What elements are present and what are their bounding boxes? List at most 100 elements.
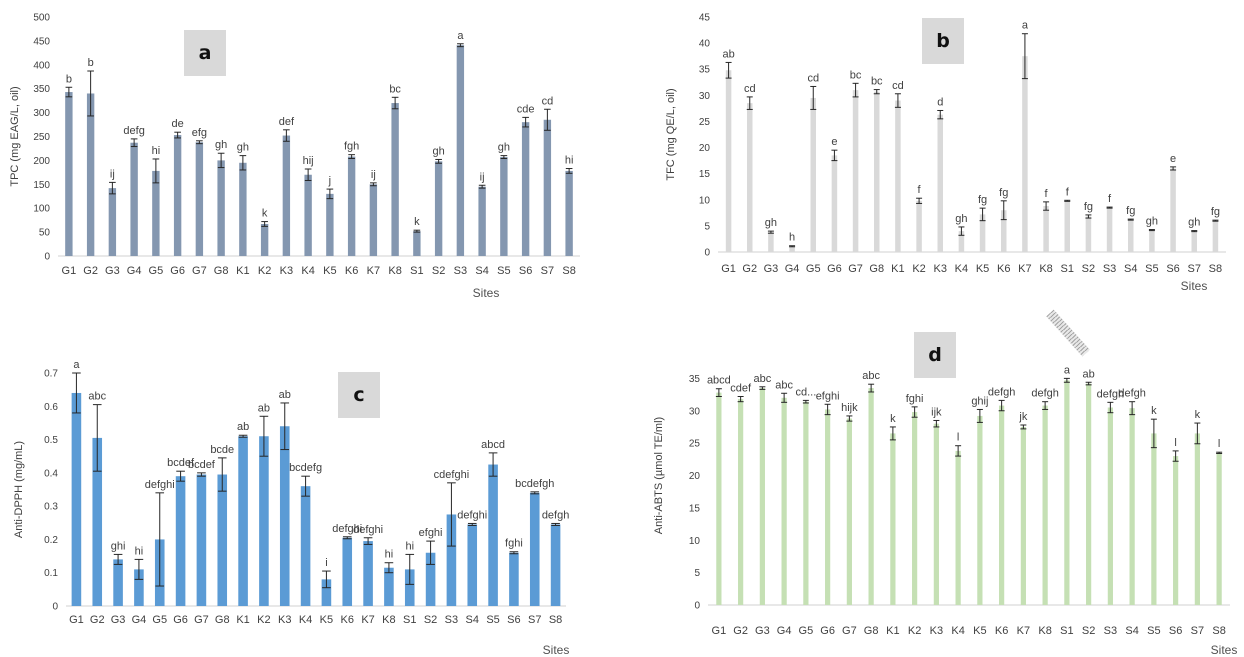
significance-letter-d-G8: abc [862,370,880,382]
significance-letter-c-K4: bcdefg [289,462,322,474]
y-axis-label-b: TFC (mg QE/L, oil) [665,88,677,180]
bar-c-G4 [134,569,144,606]
y-tick-label-b-0: 0 [704,248,710,259]
y-tick-label-c-5: 0.5 [44,435,58,446]
y-tick-label-b-5: 25 [699,117,711,128]
x-tick-label-b-K3: K3 [934,263,947,275]
x-tick-label-d-G8: G8 [864,625,879,637]
bar-d-S8 [1216,452,1222,605]
significance-letter-a-S7: cd [542,95,554,107]
y-tick-label-d-2: 10 [689,536,701,547]
y-tick-label-c-0: 0 [52,602,58,613]
significance-letter-d-K5: ghij [971,395,988,407]
x-tick-label-b-S8: S8 [1209,263,1222,275]
significance-letter-d-K4: l [957,432,959,444]
significance-letter-d-K3: ijk [931,406,942,418]
x-tick-label-d-G1: G1 [712,625,727,637]
y-tick-label-c-3: 0.3 [44,502,58,513]
y-tick-label-d-0: 0 [694,601,700,612]
significance-letter-d-S7: k [1195,409,1201,421]
bar-d-G6 [825,409,831,605]
significance-letter-c-S1: hi [405,540,414,552]
bar-a-S1 [413,231,421,256]
significance-letter-c-G2: abc [88,391,106,403]
x-tick-label-a-K3: K3 [280,265,293,277]
y-tick-label-d-6: 30 [689,406,701,417]
bar-a-S4 [478,186,486,256]
panel-a-tpc-chart: 0 50 100 150 200 250 300 350 400 450 500 b G1 b G2 ij G3… [0,0,600,310]
y-tick-label-a-9: 450 [33,36,50,47]
significance-letter-b-S6: e [1170,153,1176,165]
significance-letter-b-K5: fg [978,194,987,206]
x-tick-label-b-S1: S1 [1061,263,1074,275]
significance-letter-b-G8: bc [871,76,883,88]
bar-b-K2 [916,200,922,252]
bar-b-K4 [958,231,965,252]
significance-letter-a-G7: efg [192,127,207,139]
significance-letter-c-K3: ab [279,389,291,401]
significance-letter-c-S3: cdefghi [434,469,469,481]
x-tick-label-a-K4: K4 [301,265,314,277]
significance-letter-b-G4: h [789,232,795,244]
significance-letter-c-G8: bcde [210,444,234,456]
x-tick-label-c-G4: G4 [132,614,147,626]
x-tick-label-c-G3: G3 [111,614,126,626]
x-tick-label-c-G5: G5 [152,614,167,626]
bar-a-G6 [173,135,182,256]
significance-letter-a-S2: gh [433,145,445,157]
significance-letter-d-G3: abc [754,373,772,385]
x-tick-label-a-K6: K6 [345,265,358,277]
x-tick-label-d-G3: G3 [755,625,770,637]
bar-d-K4 [955,450,961,605]
y-tick-label-a-0: 0 [44,252,50,263]
x-axis-label-a: Sites [473,286,500,300]
y-axis-label-a: TPC (mg EAG/L, oil) [9,86,21,186]
bar-a-G4 [130,142,138,256]
bar-c-S2 [425,552,436,606]
y-tick-label-c-6: 0.6 [44,402,58,413]
x-tick-label-c-G6: G6 [173,614,188,626]
x-tick-label-b-S3: S3 [1103,263,1116,275]
significance-letter-a-K7: ij [371,169,376,181]
bar-a-S3 [456,45,465,257]
bar-c-K6 [342,537,353,606]
significance-letter-a-S4: ij [480,171,485,183]
significance-letter-d-S4: defgh [1118,388,1146,400]
significance-letter-d-K8: defgh [1031,388,1059,400]
bar-a-S5 [500,157,508,256]
bar-b-K5 [979,214,986,252]
x-tick-label-a-G1: G1 [62,265,77,277]
significance-letter-c-K1: ab [237,421,249,433]
x-tick-label-d-K8: K8 [1038,625,1051,637]
significance-letter-c-K8: hi [385,549,394,561]
bar-c-K5 [321,579,332,606]
y-tick-label-a-7: 350 [33,84,50,95]
bar-c-S5 [488,464,498,606]
x-tick-label-d-G6: G6 [820,625,835,637]
significance-letter-d-G1: abcd [707,375,731,387]
significance-letter-b-S7: gh [1188,217,1200,229]
bar-a-K2 [260,223,269,256]
significance-letter-b-K6: fg [999,187,1008,199]
significance-letter-b-S5: gh [1146,216,1158,228]
significance-letter-c-K2: ab [258,402,270,414]
panel-c-dpph-chart: 0 0.1 0.2 0.3 0.4 0.5 0.6 0.7 a G1 abc G2 ghi G3 hi G4 d… [0,340,600,657]
x-tick-label-a-S4: S4 [475,265,488,277]
bar-b-S3 [1106,207,1113,252]
bar-c-K3 [279,426,290,606]
significance-letter-a-K4: hij [303,155,314,167]
x-tick-label-c-K7: K7 [361,614,374,626]
x-tick-label-d-S5: S5 [1147,625,1160,637]
bar-c-G1 [71,392,82,606]
x-axis-label-c: Sites [543,643,570,657]
significance-letter-d-S2: ab [1083,368,1095,380]
bar-a-G3 [108,188,117,256]
significance-letter-a-K3: def [279,116,295,128]
y-axis-label-c: Anti-DPPH (mg/mL) [13,441,25,538]
chart-svg-c: 00.10.20.30.40.50.60.7aG1abcG2ghiG3hiG4d… [13,359,570,657]
x-tick-label-a-S3: S3 [454,265,467,277]
x-tick-label-b-G1: G1 [721,263,736,275]
bar-b-S1 [1064,200,1071,252]
y-tick-label-d-1: 5 [694,568,700,579]
x-tick-label-b-K5: K5 [976,263,989,275]
